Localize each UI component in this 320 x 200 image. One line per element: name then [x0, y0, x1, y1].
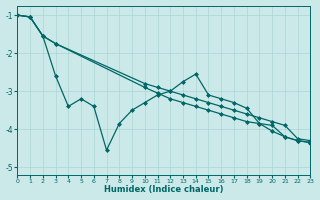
X-axis label: Humidex (Indice chaleur): Humidex (Indice chaleur): [104, 185, 224, 194]
